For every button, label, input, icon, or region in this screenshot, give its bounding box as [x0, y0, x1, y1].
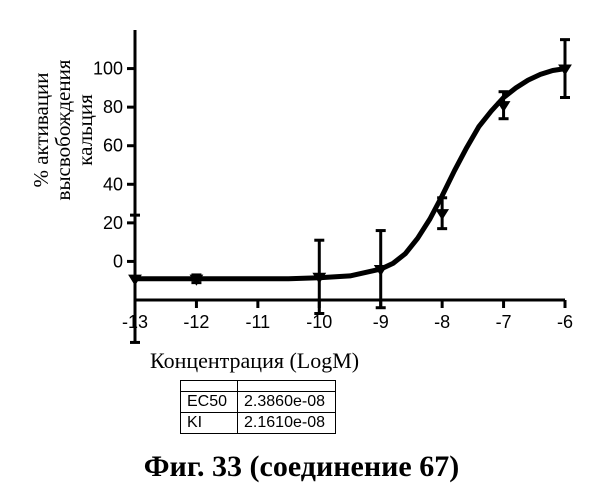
table-row: EC50 2.3860e-08	[181, 392, 336, 413]
table-row: KI 2.1610e-08	[181, 413, 336, 434]
y-tick-label: 40	[103, 174, 123, 194]
table-header-blank-2	[238, 381, 336, 392]
y-axis-label-line1: % активации	[29, 72, 53, 187]
y-tick-label: 0	[113, 251, 123, 271]
fitted-curve	[135, 69, 565, 279]
y-tick-label: 100	[93, 59, 123, 79]
x-axis-label: Концентрация (LogM)	[150, 348, 359, 374]
table-cell-value: 2.1610e-08	[238, 413, 336, 434]
table-header-blank-1	[181, 381, 238, 392]
data-marker	[436, 210, 448, 220]
y-tick-label: 80	[103, 97, 123, 117]
x-tick-label: -9	[373, 312, 389, 332]
table-cell-param: KI	[181, 413, 238, 434]
x-tick-label: -6	[557, 312, 573, 332]
x-tick-label: -11	[246, 312, 271, 332]
data-marker	[498, 102, 510, 112]
table-cell-param: EC50	[181, 392, 238, 413]
y-axis-label-line2: высвобождения	[51, 60, 75, 201]
table-header-row	[181, 381, 336, 392]
x-tick-label: -12	[183, 312, 209, 332]
y-tick-label: 20	[103, 213, 123, 233]
figure-caption: Фиг. 33 (соединение 67)	[0, 450, 603, 484]
dose-response-chart: -13-12-11-10-9-8-7-6020406080100	[80, 20, 580, 350]
results-table: EC50 2.3860e-08 KI 2.1610e-08	[180, 380, 336, 434]
x-tick-label: -8	[434, 312, 450, 332]
y-tick-label: 60	[103, 136, 123, 156]
x-tick-label: -7	[496, 312, 512, 332]
table-cell-value: 2.3860e-08	[238, 392, 336, 413]
figure-root: % активации высвобождения кальция -13-12…	[0, 0, 603, 500]
y-axis-label-wrap: % активации высвобождения кальция	[0, 0, 80, 320]
